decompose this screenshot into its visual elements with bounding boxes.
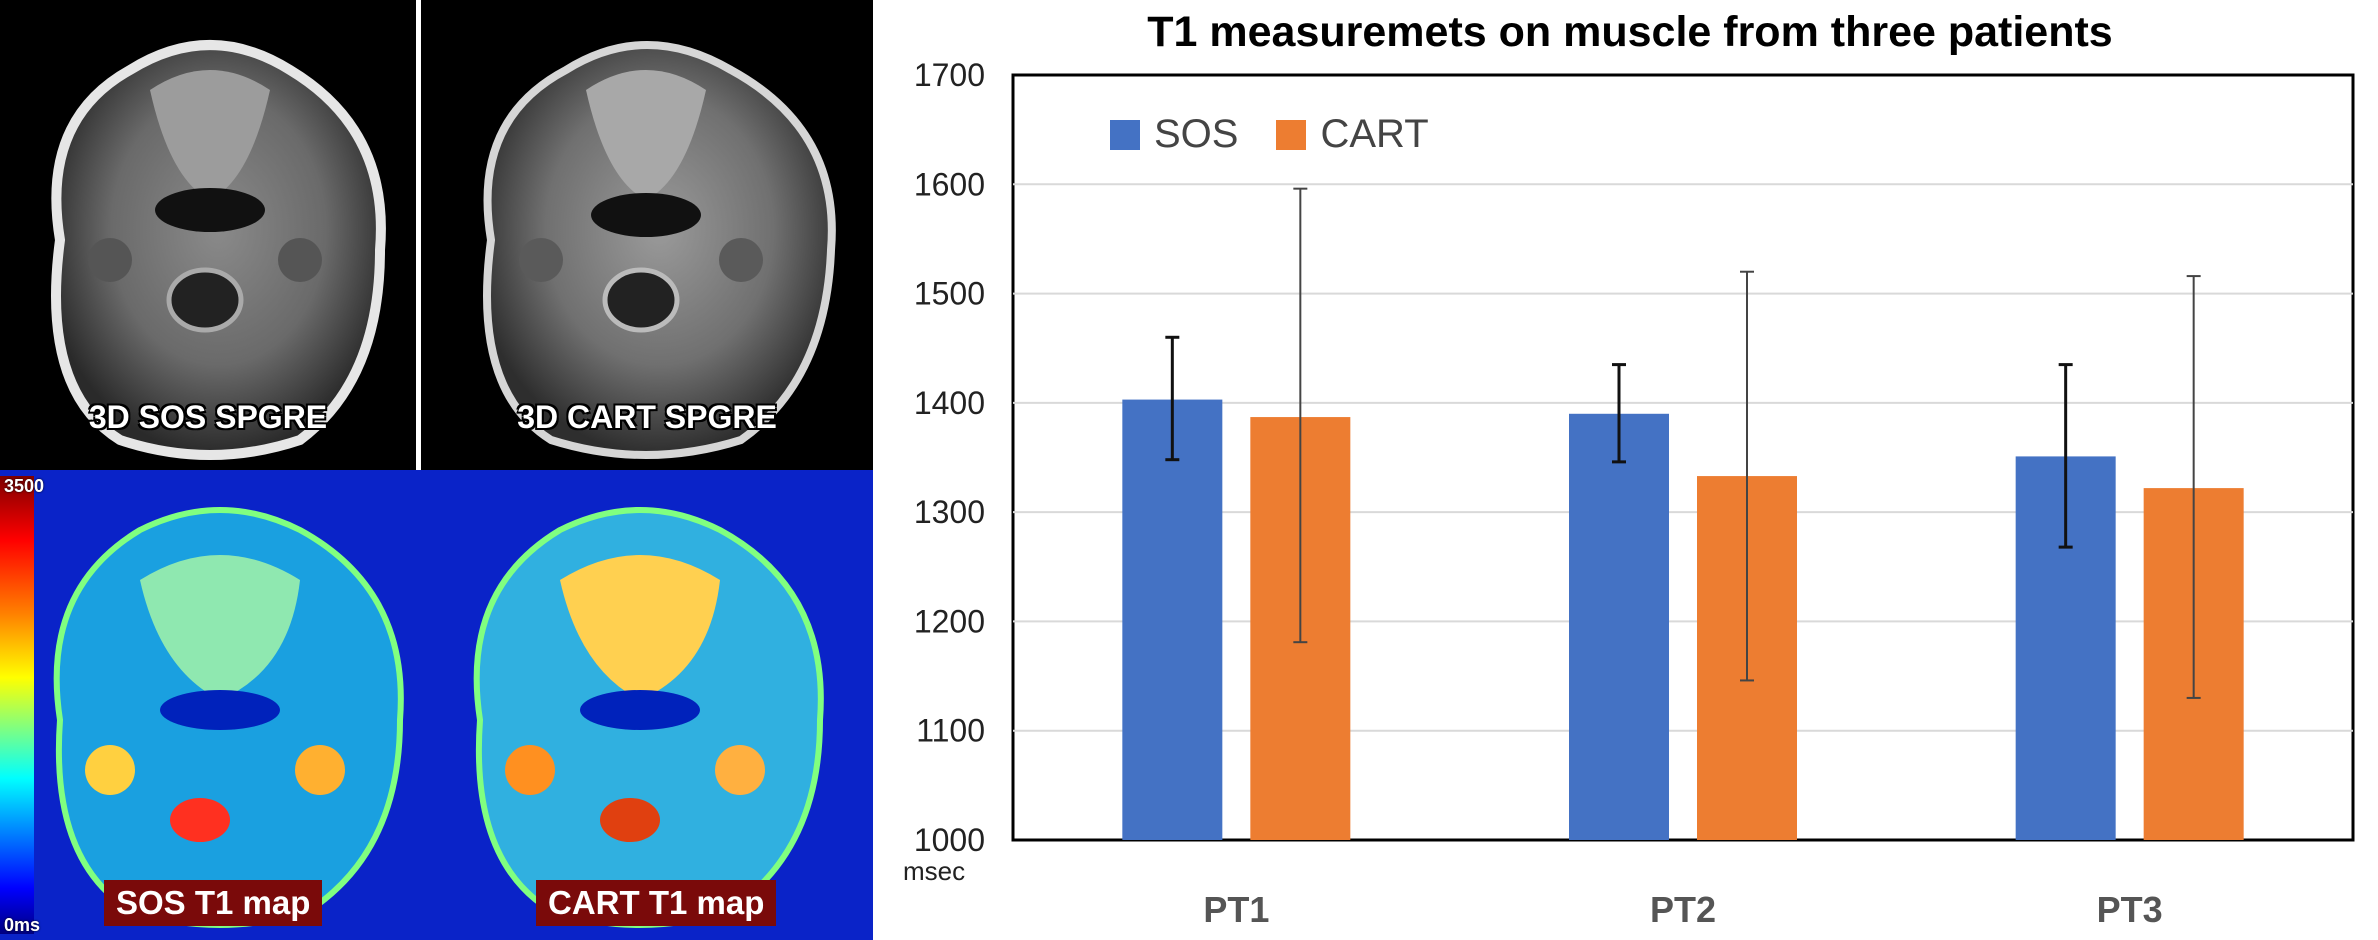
t1-colorbar	[0, 476, 34, 934]
legend-swatch-sos	[1110, 119, 1140, 150]
x-tick-label: PT1	[1203, 889, 1269, 930]
sos-image-label: 3D SOS SPGRE	[88, 399, 328, 435]
legend-item-cart: CART	[1276, 112, 1429, 157]
sos-mri-image: 3D SOS SPGRE	[0, 0, 416, 470]
legend-item-sos: SOS	[1110, 112, 1238, 157]
y-tick-label: 1000	[914, 822, 985, 858]
legend-swatch-cart	[1276, 119, 1307, 150]
x-tick-label: PT2	[1650, 889, 1716, 930]
y-tick-label: 1200	[914, 603, 985, 639]
x-axis-ticks: PT1 PT2 PT3	[1203, 889, 2162, 930]
chart-title: T1 measuremets on muscle from three pati…	[1147, 8, 2113, 56]
t1-map-panel: 3500 0ms SOS T1 map CART T1 map	[0, 470, 873, 940]
cart-image-label: 3D CART SPGRE	[517, 399, 777, 435]
gridlines	[1013, 183, 2353, 732]
legend-label-cart: CART	[1320, 112, 1429, 156]
cart-map-label: CART T1 map	[536, 880, 777, 926]
y-tick-label: 1500	[914, 276, 985, 312]
sos-map-label: SOS T1 map	[104, 880, 323, 926]
plot-area	[1011, 73, 2355, 842]
y-axis-unit: msec	[903, 856, 965, 886]
y-tick-label: 1300	[914, 494, 985, 530]
y-tick-label: 1400	[914, 385, 985, 421]
bar-sos-pt2	[1569, 413, 1669, 840]
legend-label-sos: SOS	[1154, 112, 1239, 156]
cart-mri-image: 3D CART SPGRE	[421, 0, 873, 470]
y-tick-label: 1700	[914, 57, 985, 93]
y-axis-ticks: 1000 1100 1200 1300 1400 1500 1600 1700	[914, 57, 985, 858]
colorbar-max-label: 3500	[4, 476, 45, 496]
y-tick-label: 1600	[914, 166, 985, 202]
bar-sos-pt1	[1122, 399, 1223, 840]
x-tick-label: PT3	[2097, 889, 2163, 930]
chart-legend: SOS CART	[1110, 112, 1455, 157]
y-tick-label: 1100	[916, 713, 985, 749]
error-bars	[1165, 187, 2201, 699]
colorbar-min-label: 0ms	[4, 915, 41, 935]
